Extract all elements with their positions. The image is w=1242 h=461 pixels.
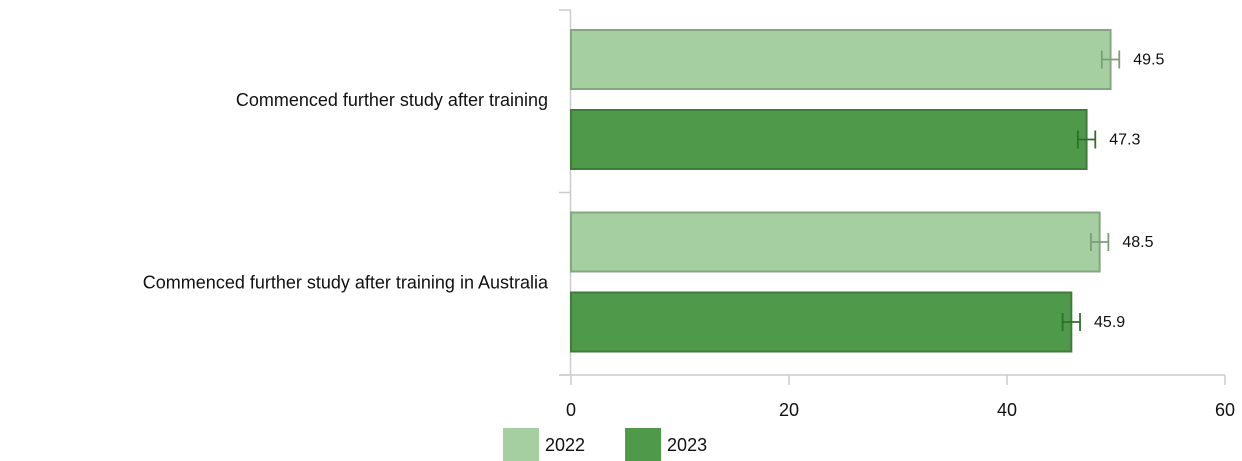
x-tick-label: 0 (566, 400, 576, 420)
legend-swatch (625, 428, 662, 461)
x-tick-label: 20 (779, 400, 799, 420)
bar (570, 29, 1112, 90)
error-bar (1061, 313, 1081, 331)
data-label: 49.5 (1133, 52, 1164, 69)
bar (570, 109, 1088, 170)
error-bar (1090, 233, 1110, 251)
error-bar (1100, 50, 1121, 69)
bar (570, 211, 1101, 273)
legend-label: 2022 (545, 435, 585, 455)
y-tick-label: Commenced further study after training (236, 90, 548, 110)
x-tick-label: 60 (1215, 400, 1235, 420)
error-bar (1076, 130, 1097, 149)
data-label: 48.5 (1122, 234, 1153, 251)
x-tick-label: 40 (997, 400, 1017, 420)
legend-swatch (503, 428, 539, 461)
legend-label: 2023 (667, 435, 707, 455)
bar (570, 291, 1073, 353)
data-label: 45.9 (1094, 314, 1125, 331)
data-label: 47.3 (1109, 132, 1140, 149)
y-tick-label: Commenced further study after training i… (143, 273, 549, 293)
